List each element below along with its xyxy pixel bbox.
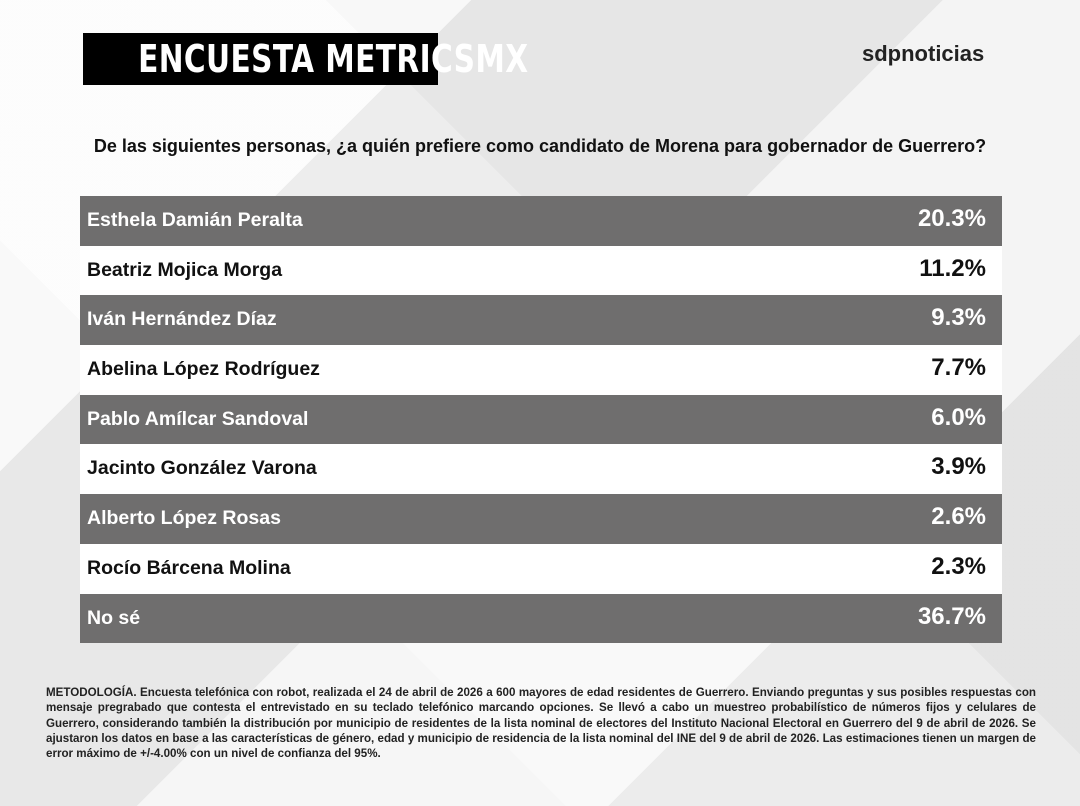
question: De las siguientes personas, ¿a quién pre… [93, 136, 987, 156]
percentage: 36.7% [917, 602, 986, 630]
percentage: 7.7% [931, 354, 986, 382]
table-row: Rocío Bárcena Molina 2.3% [80, 543, 1002, 594]
candidate-name: Jacinto González Varona [87, 457, 317, 480]
results-table: Esthela Damián Peralta 20.3% Beatriz Mojic… [80, 196, 1002, 644]
table-row: Abelina López Rodríguez 7.7% [80, 345, 1002, 395]
candidate-name: No sé [87, 606, 141, 629]
candidate-name: Alberto López Rosas [87, 507, 281, 530]
candidate-name: Iván Hernández Díaz [87, 308, 277, 331]
table-row: Esthela Damián Peralta 20.3% [80, 196, 1002, 246]
brand: sdpnoticias [862, 41, 985, 66]
percentage: 2.3% [931, 552, 986, 580]
table-row: Beatriz Mojica Morga 11.2% [80, 245, 1002, 296]
table-row: No sé 36.7% [80, 593, 1002, 644]
candidate-name: Abelina López Rodríguez [87, 358, 320, 381]
title-box: ENCUESTA METRICSMX [83, 33, 528, 85]
table-row: Alberto López Rosas 2.6% [80, 494, 1002, 544]
table-row: Iván Hernández Díaz 9.3% [80, 295, 1002, 346]
percentage: 20.3% [917, 205, 986, 232]
candidate-name: Esthela Damián Peralta [87, 209, 303, 231]
methodology: METODOLOGÍA. Encuesta telefónica con rob… [46, 686, 1036, 761]
percentage: 9.3% [931, 304, 986, 332]
candidate-name: Pablo Amílcar Sandoval [87, 407, 309, 430]
percentage: 6.0% [931, 403, 986, 431]
percentage: 2.6% [931, 503, 986, 531]
candidate-name: Rocío Bárcena Molina [87, 556, 291, 579]
table-row: Pablo Amílcar Sandoval 6.0% [80, 394, 1002, 445]
candidate-name: Beatriz Mojica Morga [87, 258, 283, 281]
table-row: Jacinto González Varona 3.9% [80, 444, 1002, 495]
percentage: 3.9% [931, 453, 986, 481]
title: ENCUESTA METRICSMX [138, 37, 529, 81]
percentage: 11.2% [919, 254, 986, 282]
